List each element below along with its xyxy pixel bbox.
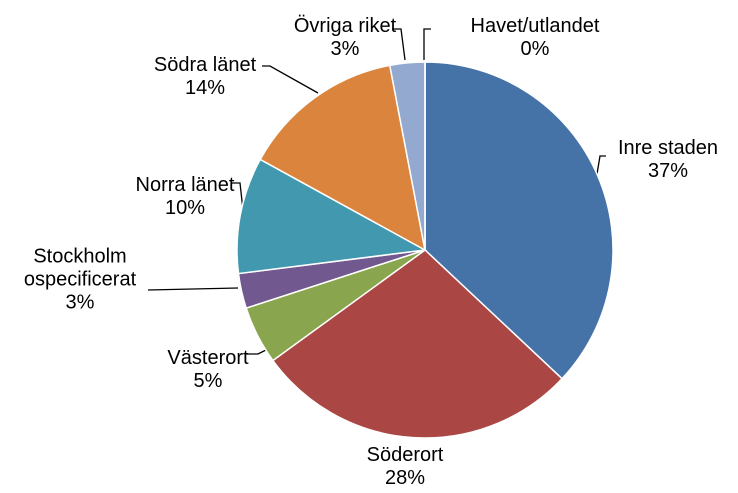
value-label: 3% <box>65 291 95 314</box>
value-label: 28% <box>384 467 426 489</box>
leader-line <box>147 287 239 291</box>
category-name: Västerort <box>167 347 249 369</box>
value-label: 14% <box>184 77 226 99</box>
value-label: 3% <box>330 38 360 60</box>
pie-slice <box>259 64 427 252</box>
value-label: 10% <box>164 197 206 219</box>
leader-line <box>262 65 319 94</box>
slice-label: Inre staden 37% <box>618 137 718 183</box>
slice-label: Övriga riket 3% <box>294 15 396 61</box>
category-name: Söderort <box>366 444 444 466</box>
category-name: Södra länet <box>153 54 257 76</box>
pie-slice <box>236 158 428 275</box>
category-name: Norra länet <box>135 174 235 196</box>
category-name: Havet/utlandet <box>470 15 600 37</box>
slice-label: Stockholm ospecificerat 3% <box>15 246 145 315</box>
slice-label: Västerort 5% <box>167 347 248 393</box>
leader-line <box>596 155 606 175</box>
leader-line <box>232 182 244 211</box>
category-name: Inre staden <box>617 137 719 159</box>
slice-label: Söderort 28% <box>367 444 444 490</box>
leader-line <box>423 28 431 60</box>
value-label: 37% <box>647 160 689 182</box>
slice-label: Norra länet 10% <box>136 174 235 220</box>
category-name: Övriga riket <box>293 15 397 37</box>
value-label: 0% <box>520 38 550 60</box>
value-label: 5% <box>193 370 223 392</box>
slice-label: Havet/utlandet 0% <box>471 15 600 61</box>
category-name: Stockholm ospecificerat <box>23 245 137 291</box>
leader-line <box>392 28 406 61</box>
leader-lines <box>147 28 606 355</box>
slice-label: Södra länet 14% <box>154 54 256 100</box>
pie-slice <box>424 61 614 380</box>
pie-slice <box>271 249 564 439</box>
